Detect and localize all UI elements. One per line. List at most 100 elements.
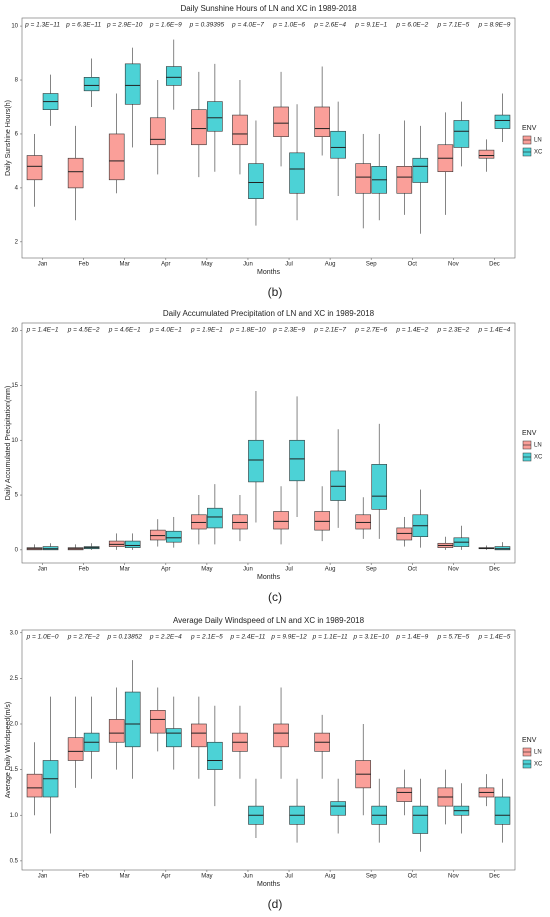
p-value: p = 1.8E−10 <box>229 327 266 334</box>
y-axis-label: Daily Accumulated Precipitation(mm) <box>5 386 12 500</box>
x-tick-label: Jun <box>243 874 253 880</box>
box <box>494 796 511 825</box>
legend-label: XC <box>534 455 543 461</box>
x-tick-label: Nov <box>448 262 459 268</box>
p-value: p = 5.7E−5 <box>436 634 469 641</box>
x-tick-label: Jul <box>285 874 293 880</box>
x-tick-label: Nov <box>448 567 459 573</box>
p-value: p = 4.0E−1 <box>149 327 182 334</box>
p-value: p = 2.6E−4 <box>313 22 346 29</box>
x-tick-label: Aug <box>325 567 336 573</box>
box <box>165 728 182 748</box>
p-value: p = 2.7E−6 <box>354 327 387 334</box>
x-tick-label: Feb <box>78 262 89 268</box>
box <box>67 157 84 189</box>
box <box>124 63 141 105</box>
box <box>396 787 413 802</box>
chart-title: Average Daily Windspeed of LN and XC in … <box>173 616 365 625</box>
x-axis-label: Months <box>257 574 280 581</box>
box <box>273 106 289 137</box>
y-axis-label: Daily Sunshine Hours(h) <box>5 100 12 176</box>
x-tick-label: Oct <box>408 262 418 268</box>
p-value: p = 1.4E−5 <box>478 634 511 641</box>
p-value: p = 1.6E−9 <box>149 22 182 29</box>
x-tick-label: Dec <box>489 567 500 573</box>
x-tick-label: Sep <box>366 874 377 880</box>
plot-frame <box>21 322 516 564</box>
x-tick-label: Aug <box>325 262 336 268</box>
x-tick-label: May <box>201 874 212 880</box>
x-tick-label: Apr <box>161 874 170 880</box>
box <box>149 710 166 734</box>
legend-label: LN <box>534 443 542 449</box>
box <box>108 719 125 743</box>
box <box>396 166 413 194</box>
p-value: p = 2.9E−10 <box>106 22 143 29</box>
x-axis-label: Months <box>257 881 280 888</box>
y-tick-label: 3.0 <box>10 630 19 636</box>
legend-label: XC <box>534 150 543 156</box>
box <box>165 66 182 86</box>
p-value: p = 6.3E−11 <box>65 22 101 29</box>
box <box>396 527 413 541</box>
y-tick-label: 5 <box>15 493 19 499</box>
x-tick-label: May <box>201 262 212 268</box>
box <box>149 529 166 541</box>
box <box>494 546 511 551</box>
p-value: p = 1.3E−11 <box>24 22 60 29</box>
x-tick-label: Jun <box>243 262 253 268</box>
x-tick-label: Jun <box>243 567 253 573</box>
box <box>494 114 511 129</box>
p-value: p = 4.0E−7 <box>231 22 264 29</box>
box <box>108 540 125 547</box>
panel-label: (b) <box>268 285 283 299</box>
x-tick-label: Jan <box>38 567 48 573</box>
legend-label: XC <box>534 762 543 768</box>
x-tick-label: Mar <box>120 567 130 573</box>
box <box>26 773 43 798</box>
y-tick-label: 2 <box>15 239 19 245</box>
box <box>289 439 305 482</box>
box <box>330 470 346 501</box>
y-tick-label: 15 <box>11 383 18 389</box>
panel-label: (d) <box>268 897 283 911</box>
p-value: p = 4.5E−2 <box>67 327 100 334</box>
box <box>108 133 125 181</box>
box <box>248 439 264 483</box>
legend-title: ENV <box>522 125 537 132</box>
p-value: p = 1.0E−0 <box>26 634 59 641</box>
box <box>232 514 248 530</box>
box <box>191 109 207 146</box>
box <box>124 540 141 548</box>
p-value: p = 2.2E−4 <box>149 634 182 641</box>
box <box>412 157 429 183</box>
x-tick-label: Dec <box>489 262 500 268</box>
legend-title: ENV <box>522 430 537 437</box>
p-value: p = 7.1E−5 <box>436 22 469 29</box>
p-value: p = 1.4E−1 <box>26 327 59 334</box>
p-value: p = 2.3E−9 <box>272 327 305 334</box>
x-tick-label: Jul <box>285 262 293 268</box>
box <box>165 530 182 543</box>
x-tick-label: Jul <box>285 567 293 573</box>
box <box>355 163 372 194</box>
x-tick-label: Sep <box>366 567 377 573</box>
box <box>371 464 388 510</box>
x-tick-label: Mar <box>120 874 130 880</box>
x-tick-label: Nov <box>448 874 459 880</box>
box <box>191 723 207 748</box>
p-value: p = 1.0E−6 <box>272 22 305 29</box>
x-axis-label: Months <box>257 269 280 276</box>
box <box>191 514 207 530</box>
x-tick-label: Jan <box>38 262 48 268</box>
p-value: p = 0.13852 <box>106 634 142 641</box>
p-value: p = 2.4E−11 <box>229 634 265 641</box>
p-value: p = 8.9E−9 <box>478 22 511 29</box>
y-tick-label: 4 <box>15 185 19 191</box>
y-tick-label: 10 <box>11 24 18 30</box>
p-value: p = 1.9E−1 <box>190 327 223 334</box>
box <box>232 114 248 146</box>
x-tick-label: Feb <box>78 874 89 880</box>
x-tick-label: Apr <box>161 567 170 573</box>
plot-frame <box>21 629 516 871</box>
